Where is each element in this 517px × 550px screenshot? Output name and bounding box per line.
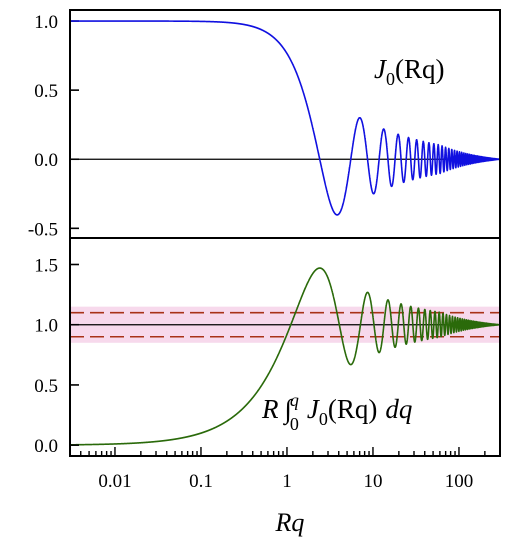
x-axis-title: Rq	[275, 508, 305, 537]
x-tick-labels: 0.01 0.1 1 10 100	[98, 471, 473, 492]
top-panel: 1.0 0.5 0.0 -0.5 J0(Rq)	[28, 12, 501, 240]
x-tick-label: 0.01	[98, 471, 131, 492]
y-tick-label: 0.0	[34, 150, 58, 171]
y-tick-label: 0.0	[34, 436, 58, 457]
integral-curve	[70, 267, 501, 446]
x-tick-label: 100	[445, 471, 474, 492]
y-tick-label: 1.0	[34, 12, 58, 33]
bessel-j0-curve	[70, 20, 501, 216]
y-tick-label: -0.5	[28, 219, 58, 240]
bottom-y-tick-labels: 1.5 1.0 0.5 0.0	[34, 255, 58, 457]
y-tick-label: 0.5	[34, 81, 58, 102]
top-y-tick-labels: 1.0 0.5 0.0 -0.5	[28, 12, 58, 240]
bottom-y-ticks	[70, 263, 79, 446]
x-tick-label: 0.1	[189, 471, 213, 492]
y-tick-label: 1.0	[34, 316, 58, 337]
x-tick-label: 10	[363, 471, 382, 492]
bottom-panel: 1.5 1.0 0.5 0.0 0.01 0.1 1 10 100 R ∫0q J0(Rq) dq	[34, 255, 501, 492]
x-tick-label: 1	[282, 471, 292, 492]
bottom-plot-frame	[69, 237, 501, 457]
top-formula-label: J0(Rq)	[374, 54, 444, 89]
bottom-formula-label: R ∫0q J0(Rq) dq	[261, 390, 412, 434]
y-tick-label: 0.5	[34, 376, 58, 397]
y-tick-label: 1.5	[34, 255, 58, 276]
